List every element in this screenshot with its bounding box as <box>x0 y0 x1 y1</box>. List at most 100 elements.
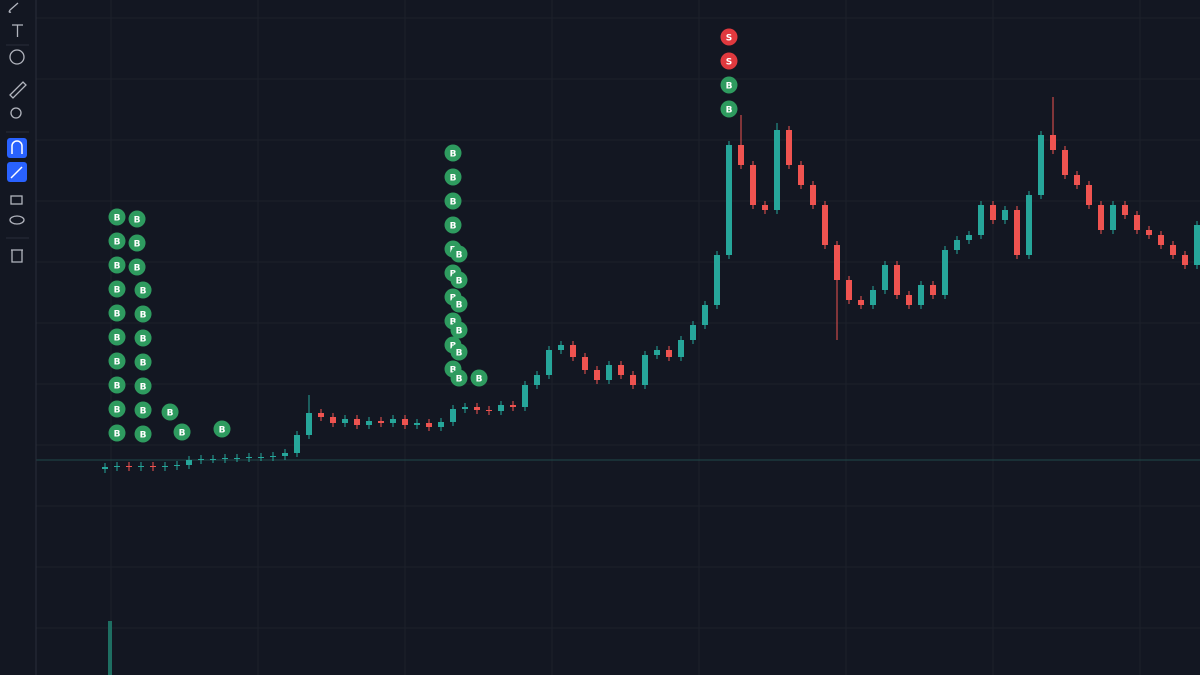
candle-body <box>1086 185 1092 205</box>
trade-marker <box>108 376 126 394</box>
trade-marker <box>213 420 231 438</box>
trade-marker-label: B <box>140 383 147 393</box>
ruler-tool[interactable] <box>9 81 27 99</box>
candle-body <box>210 459 216 460</box>
trade-marker <box>450 369 468 387</box>
trade-marker-label: B <box>476 375 483 385</box>
toolbar-bg <box>0 0 36 675</box>
trade-marker-label: B <box>450 318 457 328</box>
trade-marker <box>450 245 468 263</box>
trade-marker-label: B <box>140 359 147 369</box>
candle-body <box>990 205 996 220</box>
trade-marker-label: B <box>134 240 141 250</box>
candle-body <box>798 165 804 185</box>
candle-body <box>498 405 504 411</box>
trade-marker <box>128 234 146 252</box>
trade-marker-label: B <box>114 430 121 440</box>
trade-marker-label: B <box>140 407 147 417</box>
brush-tool[interactable] <box>8 2 19 13</box>
trade-marker-label: B <box>114 214 121 224</box>
trade-marker <box>450 343 468 361</box>
trade-marker-label: B <box>456 375 463 385</box>
candle-body <box>162 466 168 467</box>
trade-marker-label: B <box>456 251 463 261</box>
toolbar <box>0 0 37 675</box>
trade-marker <box>444 168 462 186</box>
candle-body <box>846 280 852 300</box>
candle-body <box>570 345 576 357</box>
delete-tool[interactable] <box>11 249 23 263</box>
trade-marker <box>108 328 126 346</box>
trade-marker-label: B <box>114 286 121 296</box>
candle-body <box>822 205 828 245</box>
candle-body <box>1146 230 1152 235</box>
candle-body <box>630 375 636 385</box>
trade-marker-label: B <box>114 382 121 392</box>
candle-body <box>1194 225 1200 265</box>
candle-body <box>318 413 324 417</box>
zoom-tool[interactable] <box>10 107 22 119</box>
pencil-icon <box>10 166 23 179</box>
trade-marker-label: B <box>450 150 457 160</box>
candle-body <box>558 345 564 350</box>
trade-marker-label: B <box>114 406 121 416</box>
trade-marker-label: B <box>450 198 457 208</box>
trade-marker-label: B <box>114 334 121 344</box>
candle-body <box>1182 255 1188 265</box>
candle-body <box>1062 150 1068 175</box>
candle-body <box>1014 210 1020 255</box>
lock-tool[interactable] <box>10 195 23 205</box>
trade-marker-label: B <box>450 174 457 184</box>
candle-body <box>222 458 228 459</box>
trade-marker-label: S <box>726 34 732 44</box>
trade-marker-label: B <box>114 310 121 320</box>
candle-body <box>978 205 984 235</box>
candle-body <box>702 305 708 325</box>
candle-body <box>762 205 768 210</box>
trade-marker-label: B <box>726 106 733 116</box>
trade-marker <box>450 295 468 313</box>
grid <box>36 0 1200 675</box>
trade-marker-label: B <box>456 349 463 359</box>
candle-body <box>714 255 720 305</box>
candle-body <box>582 357 588 370</box>
text-tool[interactable] <box>12 24 23 37</box>
trade-marker <box>720 100 738 118</box>
candle-body <box>738 145 744 165</box>
trade-marker <box>444 216 462 234</box>
candle-body <box>330 417 336 423</box>
candle-body <box>678 340 684 357</box>
trade-marker <box>108 256 126 274</box>
candle-body <box>198 459 204 460</box>
trade-marker <box>470 369 488 387</box>
candle-body <box>1110 205 1116 230</box>
candle-body <box>930 285 936 295</box>
candle-body <box>1002 210 1008 220</box>
emoji-tool[interactable] <box>9 49 25 65</box>
trade-marker <box>134 425 152 443</box>
candle-body <box>234 458 240 459</box>
candle-body <box>390 419 396 423</box>
trade-marker-label: B <box>140 431 147 441</box>
candle-body <box>870 290 876 305</box>
candle-body <box>606 365 612 380</box>
candle-body <box>534 375 540 385</box>
candle-body <box>258 457 264 458</box>
candle-body <box>1098 205 1104 230</box>
trade-marker <box>450 271 468 289</box>
hide-tool[interactable] <box>9 215 25 225</box>
candle-body <box>462 407 468 409</box>
candle-body <box>354 419 360 425</box>
trade-marker <box>108 208 126 226</box>
candle-body <box>366 421 372 425</box>
candle-body <box>786 130 792 165</box>
trade-marker <box>108 424 126 442</box>
trade-marker <box>134 305 152 323</box>
trade-marker-label: B <box>456 277 463 287</box>
candle-body <box>894 265 900 295</box>
candle-body <box>882 265 888 290</box>
candle-body <box>114 466 120 467</box>
candle-body <box>726 145 732 255</box>
trade-marker-label: B <box>134 216 141 226</box>
